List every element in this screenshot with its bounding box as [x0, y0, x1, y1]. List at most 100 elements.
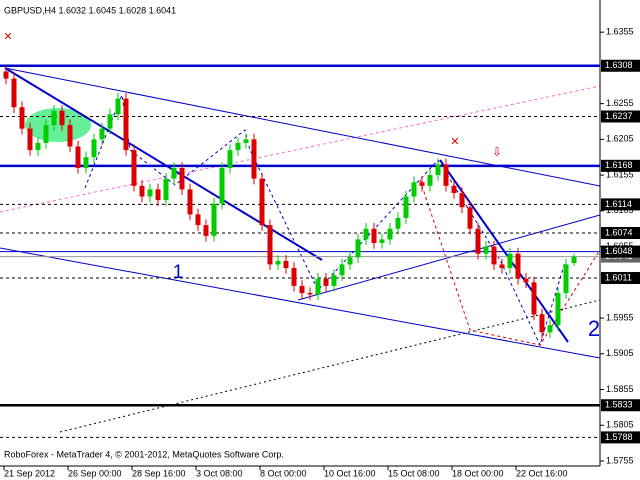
- candle-body: [59, 110, 65, 126]
- candle-body: [275, 260, 281, 265]
- price-tag-label: 1.5833: [605, 400, 633, 410]
- candle-body: [483, 246, 489, 254]
- candle-body: [203, 225, 209, 236]
- price-tag: [601, 399, 640, 412]
- candle-body: [299, 285, 305, 294]
- trend-line: [297, 214, 601, 301]
- candle-body: [131, 150, 137, 186]
- candle-body: [363, 228, 369, 240]
- candle-body: [547, 325, 553, 333]
- candle-body: [355, 239, 361, 258]
- price-tag-label: 1.6048: [605, 246, 633, 256]
- candle-body: [115, 98, 121, 115]
- candle-body: [523, 278, 529, 283]
- marker: ✕: [450, 136, 459, 148]
- trend-line: [0, 247, 601, 359]
- candle-body: [315, 278, 321, 295]
- price-tag: [601, 59, 640, 72]
- x-tick-label: 8 Oct 00:00: [260, 468, 307, 478]
- candle-body: [179, 167, 185, 190]
- y-tick-label: 1.6255: [606, 98, 634, 108]
- candle-body: [91, 139, 97, 158]
- price-tag: [601, 110, 640, 123]
- candle-body: [403, 196, 409, 218]
- price-tag-label: 1.5788: [605, 432, 633, 442]
- marker: ⇩: [492, 145, 502, 159]
- price-tag: [601, 245, 640, 258]
- candle-body: [499, 264, 505, 269]
- candle-body: [491, 246, 497, 265]
- candle-body: [155, 189, 161, 201]
- price-tag-label: 1.6114: [605, 199, 632, 209]
- price-tag-label: 1.6011: [605, 272, 632, 282]
- candle-body: [99, 128, 105, 140]
- candle-body: [243, 139, 249, 143]
- trend-line: [0, 85, 601, 213]
- candle-body: [19, 107, 25, 129]
- candle-body: [139, 185, 145, 197]
- price-tag-label: 1.6237: [605, 111, 633, 121]
- x-tick-label: 15 Oct 08:00: [388, 468, 440, 478]
- candle-body: [507, 253, 513, 269]
- y-tick-label: 1.5755: [606, 455, 634, 465]
- candle-body: [235, 142, 241, 151]
- x-tick-label: 10 Oct 16:00: [324, 468, 376, 478]
- price-tag: [601, 227, 640, 239]
- candle-body: [435, 164, 441, 176]
- candle-body: [387, 228, 393, 240]
- wave-label: 1: [173, 262, 184, 283]
- candle-body: [427, 175, 433, 186]
- y-tick-label: 1.6155: [606, 169, 634, 179]
- x-tick-label: 22 Oct 16:00: [516, 468, 568, 478]
- price-tag: [601, 272, 640, 285]
- candle-body: [395, 217, 401, 229]
- candle-body: [11, 78, 17, 108]
- candle-body: [147, 189, 153, 197]
- candle-body: [187, 189, 193, 215]
- target-path: [419, 179, 601, 346]
- candle-body: [307, 293, 313, 295]
- candle-body: [443, 164, 449, 186]
- x-tick-label: 18 Oct 00:00: [452, 468, 504, 478]
- candle-body: [259, 178, 265, 226]
- candle-body: [211, 203, 217, 236]
- candle-body: [371, 228, 377, 244]
- price-tag-label: 1.6074: [605, 227, 633, 237]
- candle-body: [123, 98, 129, 151]
- price-tag: [601, 159, 640, 172]
- y-tick-label: 1.5955: [606, 312, 634, 322]
- candle-body: [163, 178, 169, 201]
- candle-body: [267, 225, 273, 265]
- candle-body: [83, 157, 89, 168]
- y-tick-label: 1.5905: [606, 348, 634, 358]
- candle-body: [35, 142, 41, 151]
- chart-title: GBPUSD,H4 1.6032 1.6045 1.6028 1.6041: [4, 5, 176, 15]
- x-tick-label: 21 Sep 2012: [4, 468, 55, 478]
- candle-body: [459, 192, 465, 208]
- trend-line: [439, 159, 569, 343]
- marker: ✕: [3, 31, 12, 43]
- candle-body: [563, 264, 569, 294]
- candle-body: [43, 125, 49, 143]
- candle-body: [571, 256, 577, 264]
- candle-body: [195, 214, 201, 226]
- candle-body: [227, 150, 233, 168]
- footer: RoboForex - MetaTrader 4, © 2001-2012, M…: [4, 449, 284, 459]
- candle-body: [107, 114, 113, 129]
- candle-body: [451, 185, 457, 193]
- candle-body: [379, 239, 385, 244]
- candle-body: [291, 268, 297, 286]
- price-tag-label: 1.6308: [605, 60, 633, 70]
- candle-body: [219, 167, 225, 204]
- candle-body: [475, 228, 481, 254]
- candle-body: [171, 167, 177, 179]
- candle-body: [515, 253, 521, 279]
- candle-body: [283, 260, 289, 269]
- candle-body: [331, 275, 337, 286]
- candle-body: [67, 125, 73, 147]
- candle-body: [347, 257, 353, 265]
- y-tick-label: 1.5855: [606, 384, 634, 394]
- candle-body: [419, 182, 425, 186]
